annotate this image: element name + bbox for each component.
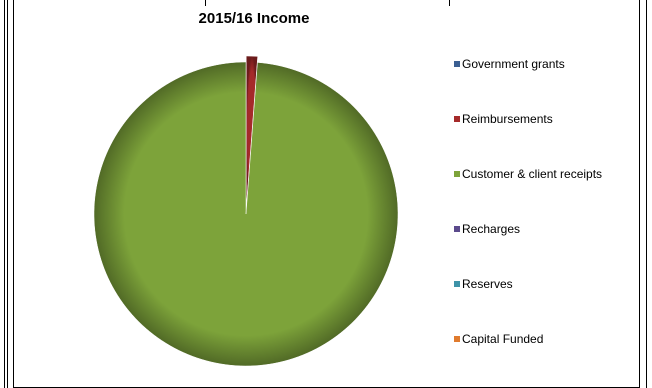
legend-swatch [454,61,460,67]
legend-swatch [454,336,460,342]
legend-label: Reimbursements [462,112,553,126]
pie-chart [93,55,399,367]
outer-border-left-inner [7,0,8,388]
chart-area: 2015/16 Income Government grants Reimburs… [13,0,640,388]
top-cell-divider-2 [449,0,450,6]
legend-swatch [454,116,460,122]
legend-label: Customer & client receipts [462,167,603,181]
legend-label: Recharges [462,222,521,236]
legend-label: Capital Funded [462,332,544,346]
legend-item-reserves: Reserves [454,277,513,291]
legend-item-recharges: Recharges [454,222,520,236]
legend-swatch [454,226,460,232]
chart-title: 2015/16 Income [198,10,310,27]
top-cell-divider [205,0,206,6]
legend-item-capital-funded: Capital Funded [454,332,543,346]
legend-swatch [454,281,460,287]
outer-border-left [4,0,5,388]
legend-item-government-grants: Government grants [454,57,565,71]
legend-item-reimbursements: Reimbursements [454,112,553,126]
legend-label: Government grants [462,57,565,71]
legend-swatch [454,171,460,177]
pie-slice-customer-client-receipts [93,61,399,367]
legend-label: Reserves [462,277,513,291]
legend-item-customer-client-receipts: Customer & client receipts [454,167,602,181]
outer-border-right [646,0,647,388]
